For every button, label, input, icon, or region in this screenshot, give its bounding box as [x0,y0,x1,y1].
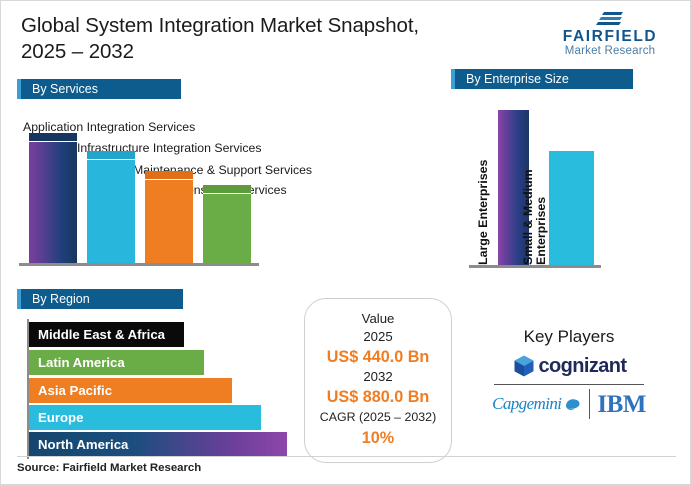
value-card-value-base: US$ 440.0 Bn [326,348,430,366]
region-chart: Middle East & Africa Latin America Asia … [1,1,301,466]
enterprise-bar-large-enterprises [498,110,529,265]
value-card: Value 2025 US$ 440.0 Bn 2032 US$ 880.0 B… [304,298,452,463]
section-badge-services: By Services [17,79,181,99]
capgemini-wordmark: Capgemini [492,394,562,413]
bar-body [145,171,193,263]
bar-body [498,110,529,265]
services-label-0: Application Integration Services [23,120,196,134]
key-players-section: Key Players cognizant Capgemini IBM [463,326,675,419]
enterprise-label-small-medium-enterprises: Small & Medium Enterprises [521,169,548,265]
enterprise-baseline [469,265,601,268]
bar-cap [203,185,251,194]
player-logo-capgemini: Capgemini [492,394,582,414]
services-bar-consulting-services [203,185,251,263]
value-card-year-base: 2025 [363,329,393,344]
region-bar-europe: Europe [29,405,261,430]
bar-cap [145,171,193,180]
cognizant-wordmark: cognizant [538,355,628,377]
bar-body [549,151,594,265]
services-bar-infrastructure-integration-services [87,151,135,263]
source-note: Source: Fairfield Market Research [17,462,202,474]
region-axis [27,319,29,459]
source-divider [17,456,676,457]
player-logo-cognizant: cognizant [463,354,675,382]
value-card-cagr-label: CAGR (2025 – 2032) [319,410,437,424]
bar-cap [29,133,77,142]
region-bar-north-america: North America [29,432,287,457]
region-bar-asia-pacific: Asia Pacific [29,378,232,403]
services-bar-maintenance-support-services [145,171,193,263]
services-bar-application-integration-services [29,133,77,263]
services-baseline [19,263,259,266]
players-divider [494,384,644,385]
fairfield-stripes-icon [596,12,623,25]
region-bar-latin-america: Latin America [29,350,204,375]
key-players-title: Key Players [523,327,615,346]
bar-body [203,185,251,263]
capgemini-swoosh-icon [566,399,580,410]
bar-body [29,133,77,263]
cognizant-cube-icon [514,355,534,377]
players-bottom-row: Capgemini IBM [463,389,675,419]
logo-tagline: Market Research [564,45,656,57]
value-card-year-forecast: 2032 [363,369,393,384]
logo-name: FAIRFIELD [562,28,658,45]
services-chart [1,1,261,263]
bar-cap [87,151,135,160]
enterprise-bar-small-medium-enterprises [549,151,594,265]
value-card-cagr-value: 10% [361,429,395,447]
bar-body [87,151,135,263]
fairfield-logo: FAIRFIELD Market Research [546,11,674,58]
enterprise-label-large-enterprises: Large Enterprises [476,159,490,265]
value-card-value-forecast: US$ 880.0 Bn [326,388,430,406]
page-title: Global System Integration Market Snapsho… [21,14,420,63]
value-card-label: Value [361,311,395,326]
ibm-wordmark: IBM [597,390,646,418]
region-bar-middle-east-africa: Middle East & Africa [29,322,184,347]
players-vertical-rule [589,389,591,419]
enterprise-chart [441,1,690,265]
section-badge-enterprise-size: By Enterprise Size [451,69,633,89]
section-badge-region: By Region [17,289,183,309]
